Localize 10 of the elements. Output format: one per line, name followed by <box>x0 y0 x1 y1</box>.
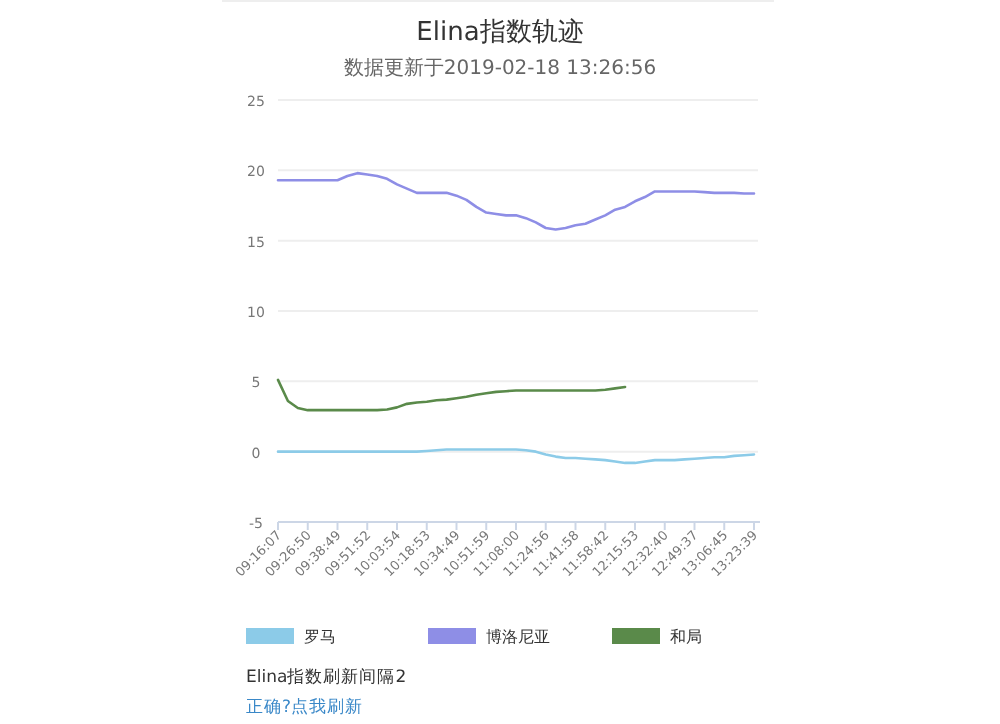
legend-label: 博洛尼亚 <box>486 628 550 646</box>
line-series <box>276 171 756 231</box>
legend-label: 和局 <box>670 628 702 646</box>
text: 正确?点我刷新 <box>246 696 364 718</box>
text: Elina指数刷新间隔2 <box>246 666 407 688</box>
legend-label: 罗马 <box>304 628 336 646</box>
line-series <box>276 448 756 465</box>
line-series <box>276 378 627 412</box>
chart-subtitle: 数据更新于2019-02-18 13:26:56 <box>343 56 657 80</box>
chart-title: Elina指数轨迹 <box>416 16 584 48</box>
